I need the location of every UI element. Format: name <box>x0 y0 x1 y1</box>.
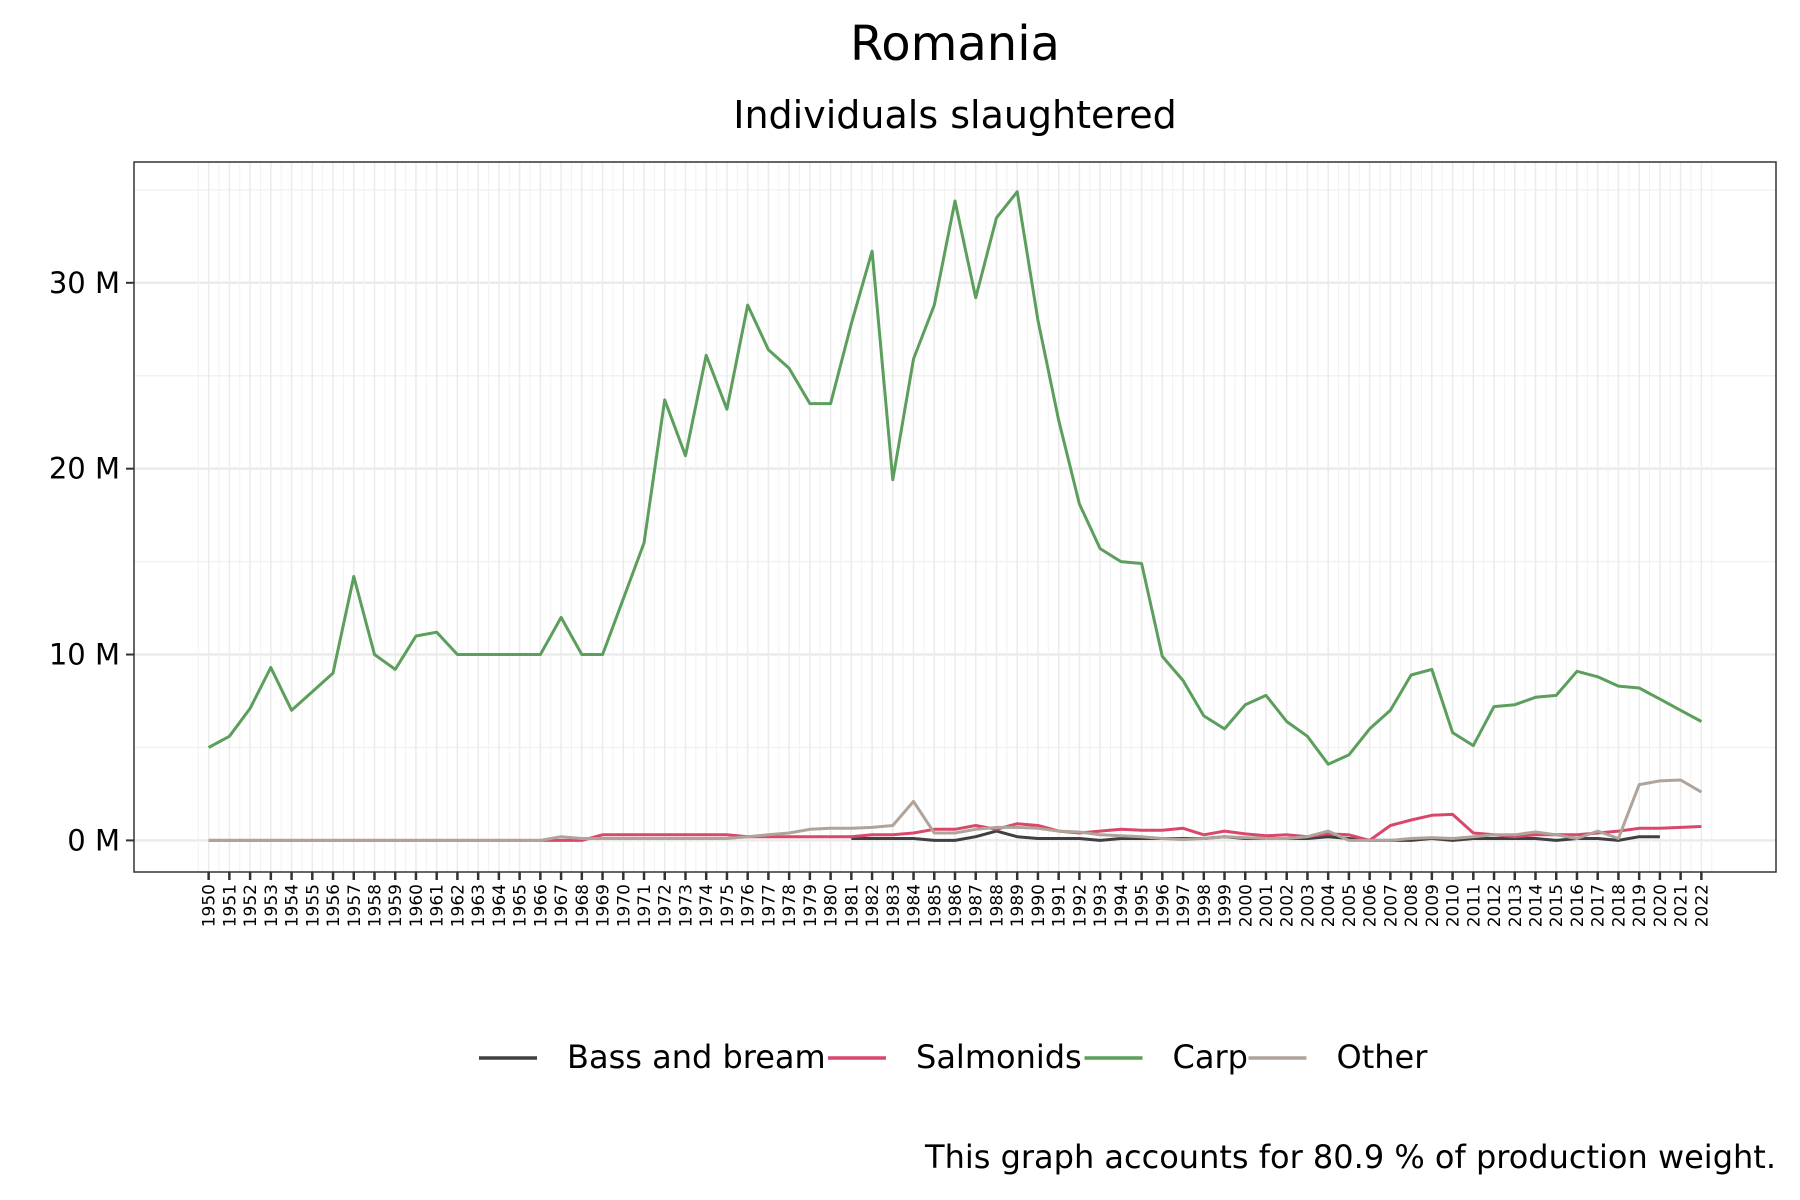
y-tick-label: 30 M <box>49 266 120 300</box>
x-tick-label: 1959 <box>386 884 406 927</box>
x-tick-label: 1950 <box>200 884 220 927</box>
x-tick-label: 1981 <box>842 884 862 927</box>
legend-label: Other <box>1337 1038 1429 1076</box>
x-tick-label: 2017 <box>1589 884 1609 927</box>
x-tick-label: 2015 <box>1547 884 1567 927</box>
x-tick-label: 1961 <box>428 884 448 927</box>
x-tick-label: 2008 <box>1402 884 1422 927</box>
chart-subtitle: Individuals slaughtered <box>733 93 1176 137</box>
x-tick-label: 1957 <box>345 884 365 927</box>
x-tick-label: 2022 <box>1692 884 1712 927</box>
x-tick-label: 1954 <box>283 884 303 927</box>
x-tick-label: 2011 <box>1464 884 1484 927</box>
x-tick-label: 1965 <box>511 884 531 927</box>
x-tick-label: 1966 <box>531 884 551 927</box>
x-tick-label: 2007 <box>1381 884 1401 927</box>
x-tick-label: 1996 <box>1153 884 1173 927</box>
x-tick-label: 2013 <box>1506 884 1526 927</box>
x-tick-label: 1984 <box>905 884 925 927</box>
x-tick-label: 1977 <box>759 884 779 927</box>
x-tick-label: 1995 <box>1133 884 1153 927</box>
y-tick-label: 0 M <box>67 823 120 857</box>
x-tick-label: 1978 <box>780 884 800 927</box>
x-tick-label: 1953 <box>262 884 282 927</box>
x-tick-label: 1993 <box>1091 884 1111 927</box>
x-tick-label: 1992 <box>1070 884 1090 927</box>
x-tick-label: 1968 <box>573 884 593 927</box>
x-tick-label: 2012 <box>1485 884 1505 927</box>
x-tick-label: 1952 <box>241 884 261 927</box>
x-tick-label: 1970 <box>614 884 634 927</box>
x-tick-label: 1982 <box>863 884 883 927</box>
x-tick-label: 1963 <box>469 884 489 927</box>
x-tick-label: 2010 <box>1444 884 1464 927</box>
x-tick-label: 2004 <box>1319 884 1339 927</box>
x-tick-label: 1971 <box>635 884 655 927</box>
lines <box>207 190 1703 842</box>
x-tick-label: 1998 <box>1195 884 1215 927</box>
x-tick-label: 1987 <box>967 884 987 927</box>
x-tick-label: 2000 <box>1236 884 1256 927</box>
x-tick-label: 1956 <box>324 884 344 927</box>
x-tick-label: 2016 <box>1568 884 1588 927</box>
chart-title: Romania <box>850 16 1060 72</box>
x-tick-label: 1986 <box>946 884 966 927</box>
x-tick-label: 2019 <box>1630 884 1650 927</box>
x-tick-label: 1980 <box>822 884 842 927</box>
x-tick-label: 1997 <box>1174 884 1194 927</box>
y-tick-label: 20 M <box>49 452 120 486</box>
x-tick-label: 1983 <box>884 884 904 927</box>
x-tick-label: 1999 <box>1216 884 1236 927</box>
series-line <box>207 190 1703 766</box>
x-tick-label: 1964 <box>490 884 510 927</box>
x-tick-label: 2003 <box>1298 884 1318 927</box>
series-line <box>208 778 1703 842</box>
x-tick-label: 1958 <box>365 884 385 927</box>
x-tick-label: 2014 <box>1527 884 1547 927</box>
x-tick-label: 2006 <box>1361 884 1381 927</box>
x-tick-label: 2005 <box>1340 884 1360 927</box>
x-tick-label: 1969 <box>594 884 614 927</box>
x-tick-label: 2009 <box>1423 884 1443 927</box>
legend: Bass and bream Salmonids Carp Other <box>479 1038 1428 1076</box>
x-tick-label: 1989 <box>1008 884 1028 927</box>
x-tick-label: 1962 <box>448 884 468 927</box>
x-tick-label: 2021 <box>1672 884 1692 927</box>
x-tick-label: 1979 <box>801 884 821 927</box>
x-tick-label: 1967 <box>552 884 572 927</box>
x-tick-label: 1951 <box>220 884 240 927</box>
grid <box>134 162 1776 872</box>
y-tick-label: 10 M <box>49 638 120 672</box>
x-tick-label: 1990 <box>1029 884 1049 927</box>
x-tick-label: 1974 <box>697 884 717 927</box>
legend-label: Bass and bream <box>567 1038 826 1076</box>
x-tick-label: 2001 <box>1257 884 1277 927</box>
x-tick-label: 1972 <box>656 884 676 927</box>
legend-label: Salmonids <box>916 1038 1082 1076</box>
x-tick-label: 2018 <box>1609 884 1629 927</box>
x-tick-label: 1991 <box>1050 884 1070 927</box>
x-tick-label: 2020 <box>1651 884 1671 927</box>
x-tick-label: 1994 <box>1112 884 1132 927</box>
x-tick-label: 1973 <box>676 884 696 927</box>
x-tick-label: 1985 <box>925 884 945 927</box>
x-tick-label: 1976 <box>739 884 759 927</box>
x-tick-label: 1960 <box>407 884 427 927</box>
x-tick-label: 2002 <box>1278 884 1298 927</box>
legend-label: Carp <box>1173 1038 1248 1076</box>
caption: This graph accounts for 80.9 % of produc… <box>924 1138 1776 1176</box>
x-tick-label: 1975 <box>718 884 738 927</box>
x-tick-label: 1988 <box>987 884 1007 927</box>
x-tick-label: 1955 <box>303 884 323 927</box>
